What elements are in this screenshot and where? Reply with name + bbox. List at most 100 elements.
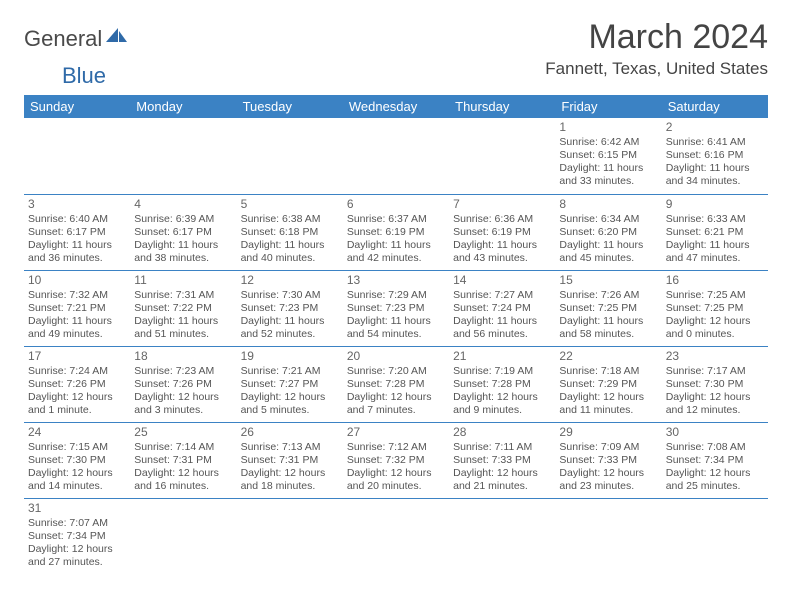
sunset-line: Sunset: 6:17 PM <box>134 226 232 239</box>
day-number: 5 <box>241 197 339 212</box>
sunrise-line: Sunrise: 7:08 AM <box>666 441 764 454</box>
calendar-cell: 29Sunrise: 7:09 AMSunset: 7:33 PMDayligh… <box>555 422 661 498</box>
daylight-line: Daylight: 12 hours and 20 minutes. <box>347 467 445 493</box>
calendar-cell: 14Sunrise: 7:27 AMSunset: 7:24 PMDayligh… <box>449 270 555 346</box>
title-block: March 2024 Fannett, Texas, United States <box>545 18 768 79</box>
day-number: 4 <box>134 197 232 212</box>
daylight-line: Daylight: 11 hours and 42 minutes. <box>347 239 445 265</box>
daylight-line: Daylight: 12 hours and 11 minutes. <box>559 391 657 417</box>
sunrise-line: Sunrise: 6:37 AM <box>347 213 445 226</box>
sunrise-line: Sunrise: 7:18 AM <box>559 365 657 378</box>
sunrise-line: Sunrise: 7:07 AM <box>28 517 126 530</box>
weekday-header-row: SundayMondayTuesdayWednesdayThursdayFrid… <box>24 95 768 118</box>
calendar-cell: 11Sunrise: 7:31 AMSunset: 7:22 PMDayligh… <box>130 270 236 346</box>
sunset-line: Sunset: 7:27 PM <box>241 378 339 391</box>
sunrise-line: Sunrise: 6:34 AM <box>559 213 657 226</box>
weekday-header: Sunday <box>24 95 130 118</box>
day-number: 26 <box>241 425 339 440</box>
sunset-line: Sunset: 7:25 PM <box>666 302 764 315</box>
sunrise-line: Sunrise: 7:09 AM <box>559 441 657 454</box>
day-number: 3 <box>28 197 126 212</box>
day-number: 21 <box>453 349 551 364</box>
calendar-cell-empty <box>130 118 236 194</box>
day-number: 14 <box>453 273 551 288</box>
sunrise-line: Sunrise: 7:21 AM <box>241 365 339 378</box>
daylight-line: Daylight: 11 hours and 36 minutes. <box>28 239 126 265</box>
calendar-body: 1Sunrise: 6:42 AMSunset: 6:15 PMDaylight… <box>24 118 768 574</box>
sunrise-line: Sunrise: 7:17 AM <box>666 365 764 378</box>
sunset-line: Sunset: 7:34 PM <box>666 454 764 467</box>
calendar-row: 17Sunrise: 7:24 AMSunset: 7:26 PMDayligh… <box>24 346 768 422</box>
calendar-cell: 17Sunrise: 7:24 AMSunset: 7:26 PMDayligh… <box>24 346 130 422</box>
calendar-row: 3Sunrise: 6:40 AMSunset: 6:17 PMDaylight… <box>24 194 768 270</box>
daylight-line: Daylight: 12 hours and 25 minutes. <box>666 467 764 493</box>
calendar-cell: 1Sunrise: 6:42 AMSunset: 6:15 PMDaylight… <box>555 118 661 194</box>
day-number: 23 <box>666 349 764 364</box>
sunset-line: Sunset: 7:32 PM <box>347 454 445 467</box>
sunset-line: Sunset: 7:21 PM <box>28 302 126 315</box>
calendar-row: 10Sunrise: 7:32 AMSunset: 7:21 PMDayligh… <box>24 270 768 346</box>
calendar-cell: 9Sunrise: 6:33 AMSunset: 6:21 PMDaylight… <box>662 194 768 270</box>
sunset-line: Sunset: 6:17 PM <box>28 226 126 239</box>
calendar-cell: 16Sunrise: 7:25 AMSunset: 7:25 PMDayligh… <box>662 270 768 346</box>
calendar-cell-empty <box>449 118 555 194</box>
daylight-line: Daylight: 11 hours and 56 minutes. <box>453 315 551 341</box>
daylight-line: Daylight: 12 hours and 16 minutes. <box>134 467 232 493</box>
sunrise-line: Sunrise: 7:14 AM <box>134 441 232 454</box>
calendar-cell: 25Sunrise: 7:14 AMSunset: 7:31 PMDayligh… <box>130 422 236 498</box>
sunrise-line: Sunrise: 7:19 AM <box>453 365 551 378</box>
sunrise-line: Sunrise: 6:38 AM <box>241 213 339 226</box>
day-number: 19 <box>241 349 339 364</box>
calendar-cell-empty <box>343 118 449 194</box>
daylight-line: Daylight: 11 hours and 33 minutes. <box>559 162 657 188</box>
calendar-cell: 22Sunrise: 7:18 AMSunset: 7:29 PMDayligh… <box>555 346 661 422</box>
daylight-line: Daylight: 11 hours and 34 minutes. <box>666 162 764 188</box>
daylight-line: Daylight: 12 hours and 5 minutes. <box>241 391 339 417</box>
sunrise-line: Sunrise: 6:39 AM <box>134 213 232 226</box>
sunrise-line: Sunrise: 6:33 AM <box>666 213 764 226</box>
weekday-header: Wednesday <box>343 95 449 118</box>
calendar-cell: 4Sunrise: 6:39 AMSunset: 6:17 PMDaylight… <box>130 194 236 270</box>
sunrise-line: Sunrise: 7:26 AM <box>559 289 657 302</box>
day-number: 24 <box>28 425 126 440</box>
calendar-cell-empty <box>24 118 130 194</box>
daylight-line: Daylight: 11 hours and 47 minutes. <box>666 239 764 265</box>
calendar-cell: 31Sunrise: 7:07 AMSunset: 7:34 PMDayligh… <box>24 498 130 574</box>
sunset-line: Sunset: 7:31 PM <box>241 454 339 467</box>
calendar-cell: 26Sunrise: 7:13 AMSunset: 7:31 PMDayligh… <box>237 422 343 498</box>
sunrise-line: Sunrise: 6:41 AM <box>666 136 764 149</box>
sunset-line: Sunset: 6:21 PM <box>666 226 764 239</box>
calendar-row: 24Sunrise: 7:15 AMSunset: 7:30 PMDayligh… <box>24 422 768 498</box>
daylight-line: Daylight: 11 hours and 40 minutes. <box>241 239 339 265</box>
calendar-cell: 24Sunrise: 7:15 AMSunset: 7:30 PMDayligh… <box>24 422 130 498</box>
calendar-cell: 19Sunrise: 7:21 AMSunset: 7:27 PMDayligh… <box>237 346 343 422</box>
calendar-row: 31Sunrise: 7:07 AMSunset: 7:34 PMDayligh… <box>24 498 768 574</box>
daylight-line: Daylight: 12 hours and 23 minutes. <box>559 467 657 493</box>
day-number: 12 <box>241 273 339 288</box>
calendar-row: 1Sunrise: 6:42 AMSunset: 6:15 PMDaylight… <box>24 118 768 194</box>
sunset-line: Sunset: 7:34 PM <box>28 530 126 543</box>
sunset-line: Sunset: 7:22 PM <box>134 302 232 315</box>
daylight-line: Daylight: 11 hours and 38 minutes. <box>134 239 232 265</box>
logo-text-general: General <box>24 26 102 52</box>
sunset-line: Sunset: 7:26 PM <box>134 378 232 391</box>
calendar-cell-empty <box>449 498 555 574</box>
sunset-line: Sunset: 7:24 PM <box>453 302 551 315</box>
day-number: 10 <box>28 273 126 288</box>
sunrise-line: Sunrise: 6:42 AM <box>559 136 657 149</box>
day-number: 1 <box>559 120 657 135</box>
day-number: 18 <box>134 349 232 364</box>
weekday-header: Saturday <box>662 95 768 118</box>
sunrise-line: Sunrise: 7:23 AM <box>134 365 232 378</box>
sunset-line: Sunset: 7:28 PM <box>453 378 551 391</box>
day-number: 31 <box>28 501 126 516</box>
day-number: 11 <box>134 273 232 288</box>
sunset-line: Sunset: 7:30 PM <box>666 378 764 391</box>
daylight-line: Daylight: 12 hours and 14 minutes. <box>28 467 126 493</box>
sunset-line: Sunset: 7:33 PM <box>559 454 657 467</box>
daylight-line: Daylight: 12 hours and 3 minutes. <box>134 391 232 417</box>
daylight-line: Daylight: 11 hours and 43 minutes. <box>453 239 551 265</box>
sunrise-line: Sunrise: 6:36 AM <box>453 213 551 226</box>
daylight-line: Daylight: 11 hours and 52 minutes. <box>241 315 339 341</box>
month-title: March 2024 <box>545 18 768 57</box>
